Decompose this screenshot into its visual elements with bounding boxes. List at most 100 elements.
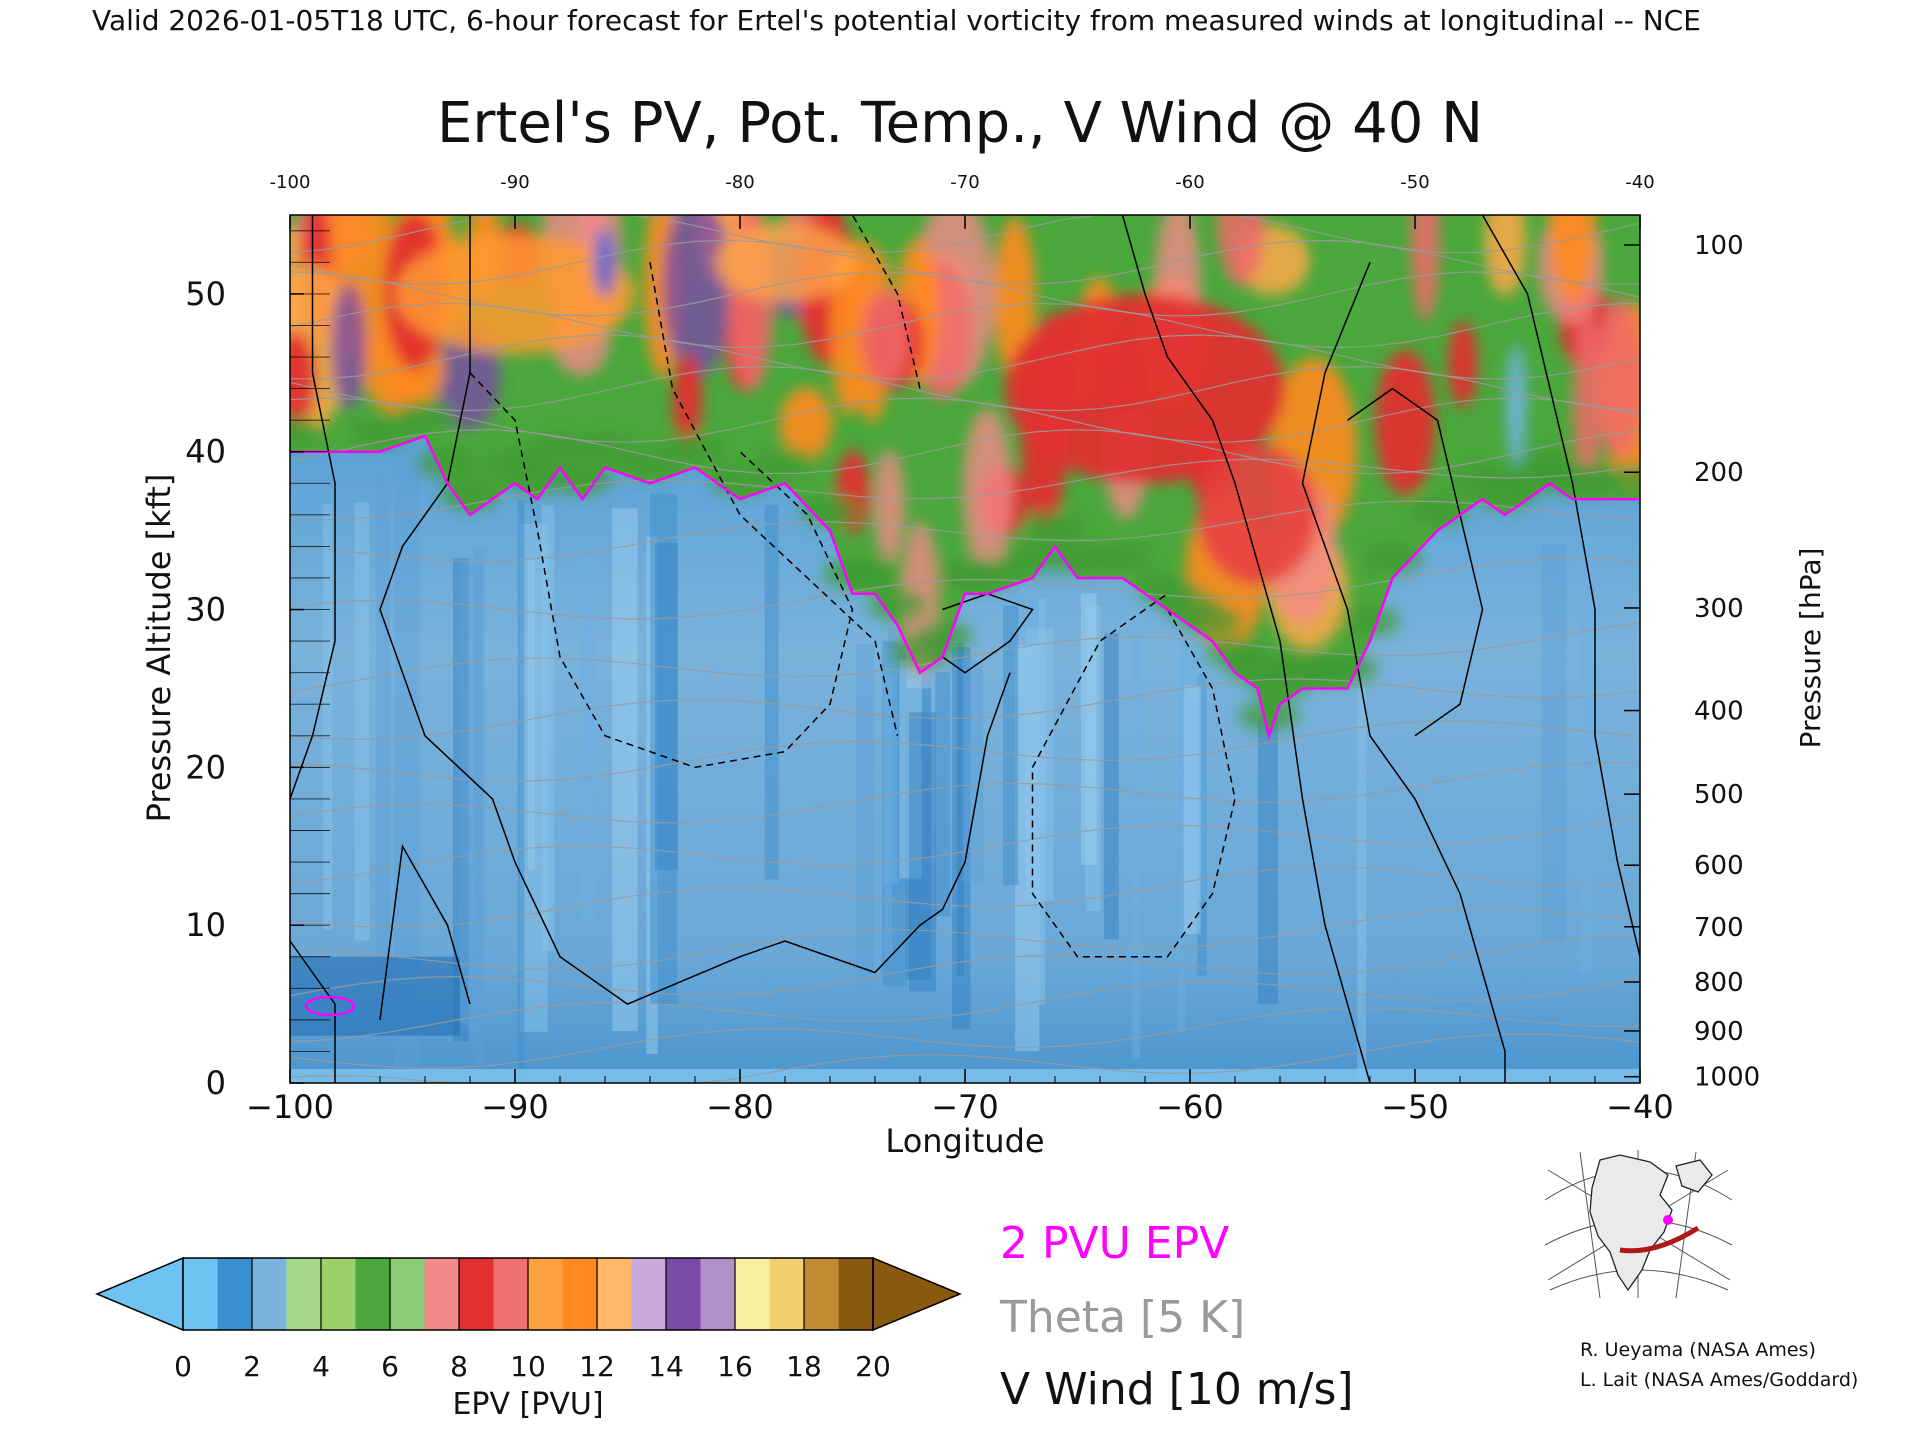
colorbar-segment — [666, 1258, 702, 1330]
credit-line-1: R. Ueyama (NASA Ames) — [1580, 1339, 1816, 1361]
pressure-tick-label: 1000 — [1694, 1063, 1760, 1093]
colorbar-tick-label: 0 — [174, 1350, 192, 1383]
pv-patch — [800, 494, 860, 527]
wind-contour — [1301, 262, 1506, 1083]
theta-contour — [290, 908, 1640, 970]
x-top-tick-label: -80 — [725, 172, 754, 193]
colorbar-segment — [424, 1258, 460, 1330]
pv-patch — [860, 289, 910, 385]
pv-patch — [1610, 463, 1640, 496]
x-top-tick-label: -70 — [950, 172, 979, 193]
y-tick-label: 20 — [185, 748, 226, 786]
pv-patch — [1002, 542, 1063, 574]
credit-line-2: L. Lait (NASA Ames/Goddard) — [1580, 1369, 1858, 1391]
colorbar-segment — [390, 1258, 426, 1330]
wind-contour — [1121, 215, 1371, 1083]
pv-patch — [962, 408, 1013, 572]
legend-theta: Theta [5 K] — [999, 1292, 1245, 1343]
colorbar-tick-label: 20 — [855, 1350, 891, 1383]
pv-2pvu-low-blob — [304, 995, 356, 1017]
troposphere-streak — [1132, 619, 1141, 1059]
pv-patch — [1565, 463, 1625, 496]
pv-patch — [912, 620, 973, 653]
pv-patch — [593, 228, 617, 297]
colorbar-max-arrow — [872, 1256, 962, 1332]
plot-area — [290, 215, 1640, 1083]
pv-patch — [665, 431, 725, 464]
y-tick-label: 30 — [185, 591, 226, 629]
locator-map — [1540, 1150, 1735, 1300]
x-top-tick-label: -90 — [500, 172, 529, 193]
theta-contour — [290, 815, 1640, 884]
wind-contour — [942, 593, 1034, 674]
troposphere-streak — [650, 493, 678, 1004]
troposphere-streak — [935, 672, 951, 917]
pv-patch — [1182, 605, 1243, 638]
colorbar-segment — [838, 1258, 874, 1330]
x-tick-label: −40 — [1606, 1088, 1674, 1126]
troposphere-streak — [899, 659, 922, 879]
pressure-tick-label: 600 — [1694, 851, 1744, 881]
troposphere-streak — [884, 675, 893, 961]
theta-contours — [290, 215, 1640, 1083]
pressure-tick-label: 900 — [1694, 1017, 1744, 1047]
low-level-patch — [290, 956, 460, 1036]
troposphere-streak — [1177, 656, 1186, 1032]
x-top-tick-label: -60 — [1175, 172, 1204, 193]
wind-contour — [1481, 215, 1640, 957]
troposphere-streak — [646, 536, 658, 1054]
pv-patch — [867, 589, 928, 622]
colorbar-segment — [597, 1258, 633, 1330]
pv-patch — [1506, 344, 1527, 465]
colorbar: 0 2 4 6 8 10 12 14 16 18 20 — [95, 1256, 962, 1383]
troposphere-streak — [655, 543, 678, 870]
colorbar-tick-label: 12 — [579, 1350, 615, 1383]
colorbar-tick-label: 2 — [243, 1350, 261, 1383]
troposphere-streak — [520, 523, 548, 1032]
wind-contour — [649, 262, 899, 736]
x-tick-label: −60 — [1156, 1088, 1224, 1126]
chart-title: Ertel's PV, Pot. Temp., V Wind @ 40 N — [437, 91, 1483, 156]
pv-2pvu-contour — [290, 434, 1640, 741]
legend-pv: 2 PVU EPV — [1000, 1218, 1229, 1269]
y-tick-label: 0 — [206, 1064, 226, 1102]
troposphere-streak — [1104, 633, 1119, 940]
troposphere-streak — [905, 688, 932, 980]
pv-patch — [1317, 652, 1378, 685]
troposphere-streak — [1080, 593, 1097, 865]
pv-patch — [672, 354, 703, 446]
theta-contour — [290, 1007, 1640, 1069]
pv-patch — [957, 557, 1018, 590]
troposphere-streaks — [290, 461, 1640, 1083]
locator-transect-icon — [1619, 1225, 1700, 1254]
theta-contour — [290, 429, 1640, 475]
troposphere-streak — [1541, 544, 1567, 943]
theta-contour — [290, 1033, 1640, 1083]
pv-patch — [1238, 699, 1299, 732]
troposphere-streak — [354, 502, 370, 941]
pv-patch — [1362, 542, 1423, 574]
theta-contour — [290, 621, 1640, 692]
colorbar-segment — [252, 1258, 288, 1330]
troposphere-streak — [883, 647, 898, 884]
theta-contour — [290, 678, 1640, 740]
pressure-tick-label: 500 — [1694, 780, 1744, 810]
troposphere-streak — [956, 643, 964, 976]
wind-contour — [1031, 593, 1236, 958]
y-tick-label: 10 — [185, 906, 226, 944]
troposphere-streak — [1357, 687, 1367, 1083]
pressure-tick-label: 200 — [1694, 458, 1744, 488]
troposphere-streak — [541, 505, 555, 951]
colorbar-segment — [217, 1258, 253, 1330]
wind-contours — [290, 215, 1640, 1083]
troposphere-streak — [1197, 674, 1207, 976]
theta-contour — [290, 934, 1640, 997]
colorbar-segment — [355, 1258, 391, 1330]
pv-patch — [993, 217, 1036, 380]
troposphere-streak — [453, 558, 469, 1042]
colorbar-segment — [804, 1258, 840, 1330]
pv-patch — [1594, 298, 1640, 458]
legend-wind: V Wind [10 m/s] — [1000, 1364, 1354, 1415]
y-tick-label: 50 — [185, 275, 226, 313]
colorbar-label: EPV [PVU] — [452, 1387, 603, 1422]
